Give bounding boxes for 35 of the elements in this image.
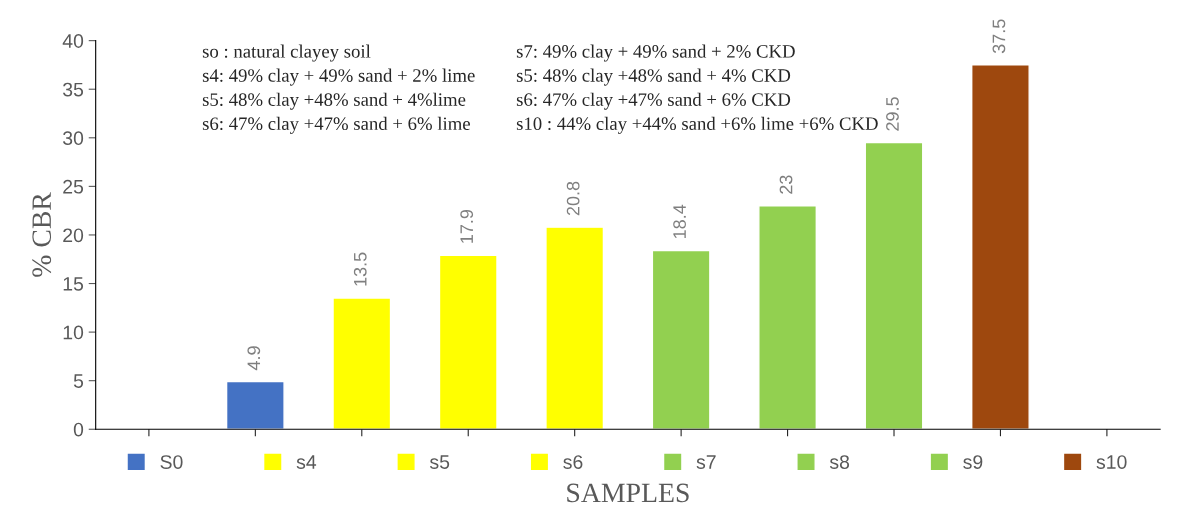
data-label: 17.9 xyxy=(460,209,474,243)
legend-label: s10 xyxy=(1096,455,1127,469)
x-axis-title: SAMPLES xyxy=(567,483,689,503)
annotation: so : natural clayey soil xyxy=(202,44,371,62)
data-label: 29.5 xyxy=(886,97,899,131)
legend-label: s5 xyxy=(429,455,450,469)
legend-label: s4 xyxy=(296,455,317,469)
annotation: s10 : 44% clay +44% sand +6% lime +6% CKD xyxy=(516,116,878,134)
y-tick-label: 20 xyxy=(63,228,84,243)
data-label: 18.4 xyxy=(673,204,686,239)
y-tick-label: 40 xyxy=(62,34,84,48)
annotation: s5: 48% clay +48% sand + 4%lime xyxy=(202,92,466,110)
y-tick-label: 10 xyxy=(63,325,84,340)
legend-label: s9 xyxy=(963,455,983,469)
y-tick-label: 5 xyxy=(73,374,84,388)
y-tick-label: 0 xyxy=(73,422,84,437)
legend-label: S0 xyxy=(160,455,183,469)
y-axis-title: % CBR xyxy=(32,192,52,277)
data-label: 20.8 xyxy=(566,181,580,216)
legend-label: s6 xyxy=(563,455,583,469)
y-tick-label: 30 xyxy=(62,131,84,146)
data-label: 13.5 xyxy=(353,252,367,286)
data-label: 37.5 xyxy=(992,19,1006,54)
y-tick-label: 15 xyxy=(63,277,84,291)
legend-label: s8 xyxy=(829,455,850,469)
annotation: s4: 49% clay + 49% sand + 2% lime xyxy=(202,68,475,86)
legend-label: s7 xyxy=(696,455,716,469)
annotation: s5: 48% clay +48% sand + 4% CKD xyxy=(516,68,791,86)
y-tick-label: 25 xyxy=(63,179,84,194)
annotation: s6: 47% clay +47% sand + 6% lime xyxy=(202,116,470,134)
annotation: s6: 47% clay +47% sand + 6% CKD xyxy=(516,92,791,110)
y-tick-label: 35 xyxy=(62,82,84,97)
data-label: 4.9 xyxy=(247,346,261,371)
annotation: s7: 49% clay + 49% sand + 2% CKD xyxy=(516,44,795,62)
data-label: 23 xyxy=(779,175,793,194)
